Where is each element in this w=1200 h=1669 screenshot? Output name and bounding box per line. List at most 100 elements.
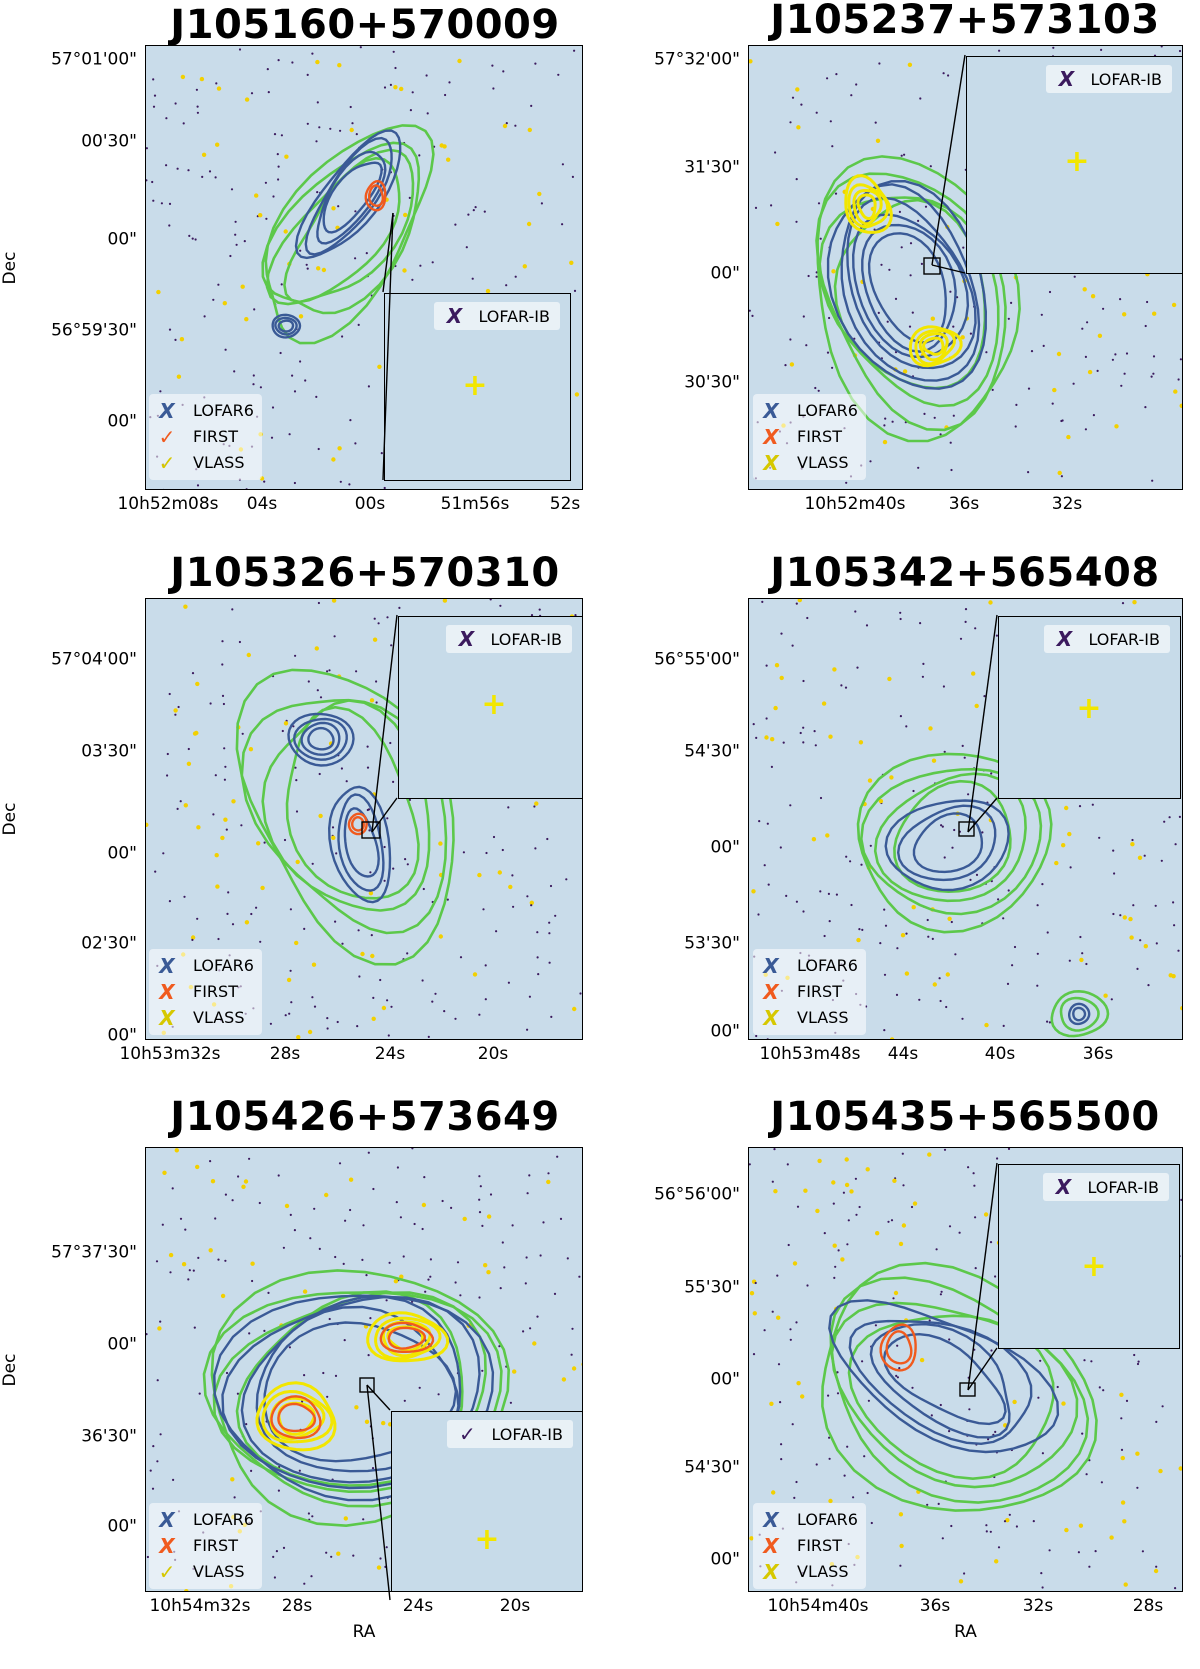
noise-dot [369, 871, 372, 874]
noise-dot [306, 73, 309, 76]
noise-dot [1168, 816, 1171, 819]
noise-dot [171, 1187, 174, 1190]
noise-dot [1120, 1500, 1126, 1505]
noise-dot [248, 747, 254, 752]
noise-dot [223, 747, 226, 750]
noise-dot [967, 1166, 970, 1169]
noise-dot [1114, 353, 1117, 356]
noise-dot [303, 1582, 306, 1585]
noise-dot [193, 1326, 196, 1329]
noise-dot [165, 164, 168, 167]
noise-dot [187, 747, 190, 751]
noise-dot [368, 891, 374, 896]
noise-dot [767, 883, 770, 886]
noise-dot [905, 932, 908, 935]
noise-dot [388, 1261, 391, 1264]
inset-legend: X LOFAR-IB [434, 302, 560, 330]
x-mark-icon: X [763, 980, 779, 1004]
noise-dot [156, 1379, 159, 1382]
contour [861, 223, 957, 353]
noise-dot [832, 1202, 835, 1205]
noise-dot [1005, 1518, 1010, 1523]
noise-dot [749, 309, 751, 312]
y-tick-label: 03'30" [81, 741, 137, 762]
noise-dot [234, 220, 237, 223]
noise-dot [371, 1016, 376, 1021]
noise-dot [1163, 820, 1166, 823]
noise-dot [311, 1515, 314, 1518]
noise-dot [289, 908, 292, 911]
noise-dot [1032, 1520, 1035, 1523]
noise-dot [780, 1443, 783, 1446]
noise-dot [277, 165, 280, 168]
noise-dot [752, 723, 755, 726]
noise-dot [505, 122, 508, 125]
noise-dot [763, 1329, 766, 1332]
noise-dot [478, 1013, 481, 1016]
noise-dot [256, 841, 261, 846]
noise-dot [865, 1167, 870, 1172]
noise-dot [899, 1564, 902, 1567]
noise-dot [366, 766, 370, 769]
x-tick-label: 10h53m48s [759, 1044, 861, 1064]
noise-dot [486, 1214, 492, 1219]
noise-dot [273, 1576, 276, 1579]
noise-dot [424, 1290, 427, 1293]
noise-dot [489, 1193, 493, 1196]
noise-dot [326, 670, 329, 673]
noise-dot [339, 480, 342, 483]
noise-dot [331, 599, 337, 603]
noise-dot [1112, 912, 1115, 916]
noise-dot [241, 1184, 246, 1189]
noise-dot [241, 732, 244, 735]
noise-dot [947, 74, 950, 77]
y-tick-label: 02'30" [81, 933, 137, 954]
noise-dot [858, 928, 861, 931]
noise-dot [802, 726, 805, 729]
noise-dot [280, 134, 283, 137]
noise-dot [199, 76, 205, 82]
noise-dot [852, 1496, 855, 1499]
noise-dot [791, 1423, 794, 1426]
legend-label: LOFAR6 [797, 956, 858, 975]
noise-dot [1136, 1362, 1140, 1366]
noise-dot [1042, 344, 1045, 347]
noise-dot [160, 202, 163, 205]
x-tick-label: 10h52m40s [804, 494, 906, 514]
noise-dot [365, 252, 368, 255]
noise-dot [276, 153, 279, 156]
noise-dot [151, 1487, 155, 1490]
radio-image-plot: X LOFAR6 ✓ FIRST ✓ VLASS X LOFAR-IB + [145, 45, 583, 490]
noise-dot [553, 1292, 557, 1295]
noise-dot [1144, 406, 1147, 409]
noise-dot [252, 383, 255, 386]
noise-dot [441, 1199, 444, 1203]
noise-dot [192, 1269, 195, 1272]
noise-dot [1133, 1353, 1136, 1357]
noise-dot [419, 264, 422, 267]
noise-dot [1064, 805, 1069, 811]
noise-dot [1048, 1549, 1051, 1552]
noise-dot [311, 862, 314, 865]
noise-dot [384, 1565, 387, 1568]
noise-dot [1113, 872, 1116, 875]
noise-dot [878, 798, 884, 804]
contour [847, 1314, 1055, 1481]
noise-dot [381, 1420, 386, 1426]
x-mark-icon: X [1056, 627, 1073, 651]
noise-dot [933, 416, 936, 419]
noise-dot [431, 261, 434, 264]
noise-dot [766, 822, 769, 825]
inset-legend: X LOFAR-IB [1043, 1173, 1169, 1201]
noise-dot [221, 694, 225, 697]
noise-dot [337, 205, 340, 208]
noise-dot [244, 97, 250, 102]
noise-dot [1154, 904, 1157, 907]
noise-dot [177, 705, 180, 709]
noise-dot [168, 1252, 174, 1258]
noise-dot [282, 1246, 285, 1249]
noise-dot [939, 433, 942, 436]
noise-dot [456, 1261, 460, 1264]
x-mark-icon: X [763, 1534, 779, 1558]
noise-dot [581, 1362, 582, 1366]
